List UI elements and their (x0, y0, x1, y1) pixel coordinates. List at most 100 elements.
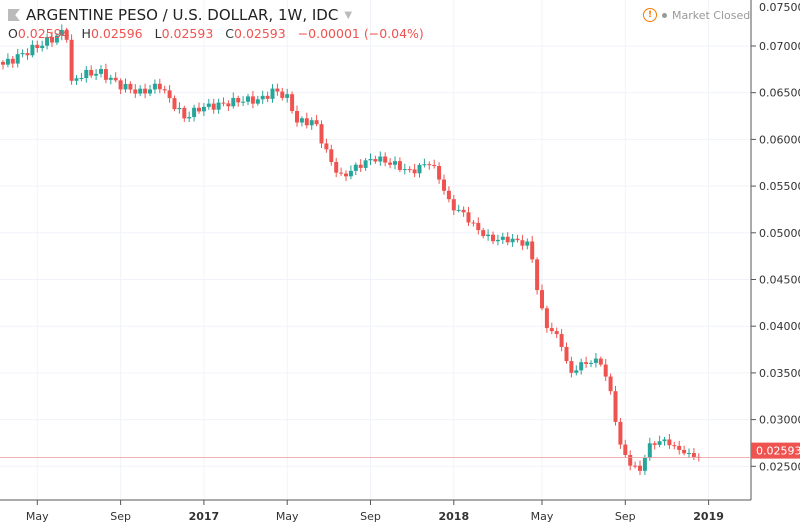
candle-body (495, 239, 500, 242)
candle-body (549, 328, 554, 332)
candle-body (167, 90, 172, 99)
open-label: O (8, 26, 18, 41)
candle-body (638, 465, 642, 471)
candle-body (525, 241, 530, 246)
candle-body (309, 120, 314, 126)
candle-body (461, 209, 466, 213)
candle-body (5, 58, 10, 65)
x-tick-label: 2019 (693, 510, 724, 523)
candle-body (353, 164, 358, 171)
candle-body (182, 107, 187, 119)
candle-body (368, 159, 373, 161)
candle-body (50, 37, 54, 43)
ohlc-legend: O0.02594 H0.02596 L0.02593 C0.02593 −0.0… (8, 26, 432, 41)
candle-body (314, 120, 319, 125)
y-tick-label: 0.04500 (759, 274, 800, 287)
candle-body (652, 443, 657, 445)
symbol-header[interactable]: ARGENTINE PESO / U.S. DOLLAR, 1W, IDC ▼ (8, 6, 352, 24)
candle-body (530, 241, 535, 260)
high-label: H (81, 26, 91, 41)
candle-body (197, 107, 201, 112)
candle-body (94, 73, 99, 76)
candle-body (206, 103, 211, 107)
candle-body (402, 169, 407, 171)
y-tick-label: 0.04000 (759, 320, 800, 333)
candle-body (319, 124, 324, 144)
candle-body (162, 89, 167, 91)
candle-body (118, 80, 123, 90)
candle-body (45, 37, 50, 46)
candle-body (662, 439, 667, 442)
y-tick-label: 0.07500 (759, 1, 800, 14)
candle-body (520, 240, 525, 246)
candle-body (201, 106, 206, 112)
candle-body (113, 77, 118, 81)
candle-body (393, 161, 397, 165)
candle-body (54, 35, 59, 43)
candle-body (133, 89, 138, 94)
candle-body (593, 358, 598, 363)
symbol-title: ARGENTINE PESO / U.S. DOLLAR, 1W, IDC (26, 6, 339, 24)
candle-body (373, 159, 378, 162)
candle-body (388, 162, 393, 165)
change-value: −0.00001 (−0.04%) (297, 26, 424, 41)
market-status-text: Market Closed (672, 8, 751, 22)
candle-body (187, 117, 192, 119)
candle-body (544, 308, 549, 329)
candle-body (226, 103, 231, 107)
candle-body (564, 346, 569, 362)
x-tick-label: Sep (360, 510, 381, 523)
candle-body (687, 452, 691, 454)
candle-body (569, 361, 574, 373)
market-status[interactable]: ! Market Closed (643, 8, 750, 22)
candle-body (446, 190, 451, 200)
candle-body (10, 58, 15, 64)
candle-body (231, 97, 236, 107)
candle-body (250, 96, 255, 104)
candle-body (505, 236, 510, 243)
candle-body (613, 391, 618, 422)
low-value: 0.02593 (161, 26, 214, 41)
x-tick-label: 2018 (438, 510, 469, 523)
candle-body (559, 334, 564, 347)
candle-body (481, 230, 486, 237)
candle-body (451, 199, 456, 211)
warning-icon[interactable]: ! (643, 8, 657, 22)
y-tick-label: 0.06000 (759, 133, 800, 146)
candle-body (40, 45, 45, 49)
candle-body (30, 44, 35, 56)
last-price-label: 0.02593 (756, 445, 800, 458)
last-price-badge (751, 442, 800, 459)
candle-body (74, 78, 79, 81)
status-dot-icon (662, 12, 667, 18)
candle-body (623, 444, 628, 455)
candle-body (157, 83, 162, 90)
close-label: C (225, 26, 235, 41)
x-tick-label: Sep (110, 510, 131, 523)
chevron-down-icon[interactable]: ▼ (344, 9, 353, 21)
candle-body (618, 421, 623, 445)
candle-body (290, 94, 295, 112)
candle-body (103, 69, 108, 80)
x-tick-label: May (26, 510, 49, 523)
x-tick-label: May (531, 510, 554, 523)
candle-body (172, 98, 177, 110)
candle-body (241, 101, 246, 103)
candle-body (579, 362, 584, 371)
candle-body (383, 156, 388, 163)
candle-body (192, 107, 197, 118)
candle-body (437, 165, 442, 180)
candle-body (682, 449, 687, 454)
candle-body (216, 102, 221, 110)
candle-body (143, 88, 148, 94)
candle-body (378, 156, 383, 162)
candle-body (64, 30, 69, 40)
candle-body (535, 259, 540, 291)
candle-body (339, 172, 344, 174)
x-tick-label: 2017 (189, 510, 220, 523)
candle-body (407, 169, 412, 171)
candle-body (280, 91, 285, 98)
candle-body (89, 69, 94, 76)
candle-body (589, 362, 593, 364)
